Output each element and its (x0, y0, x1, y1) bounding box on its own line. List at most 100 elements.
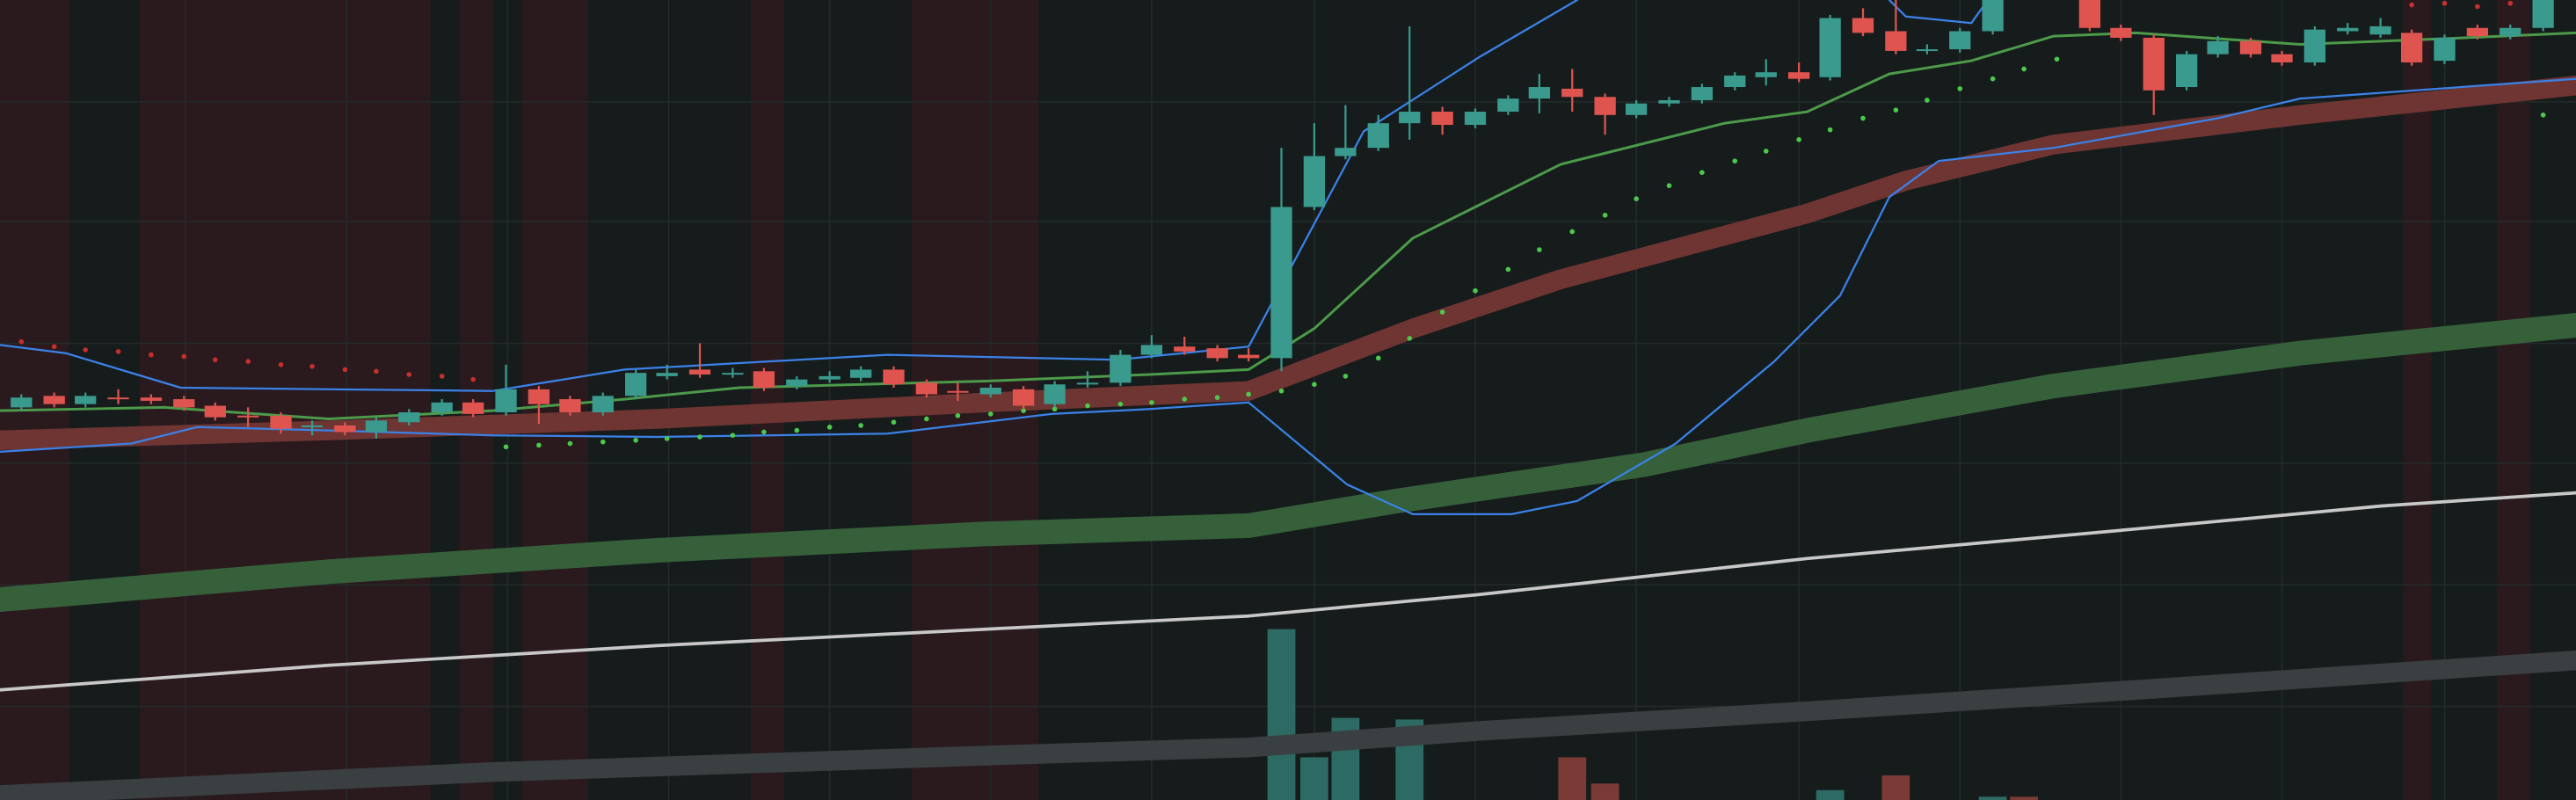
sar-dot (212, 357, 218, 363)
candle-body (2143, 37, 2165, 91)
candle-body (1755, 72, 1777, 77)
candle-body (1916, 49, 1939, 52)
session-shade (750, 0, 784, 800)
sar-dot (374, 368, 379, 375)
sar-dot (1021, 408, 1026, 413)
candle-body (1626, 103, 1648, 115)
sar-dot (794, 427, 800, 433)
sar-dot (891, 419, 897, 425)
sar-dot (503, 444, 509, 450)
sar-dot (115, 349, 121, 354)
sar-dot (1505, 266, 1511, 273)
candle-body (462, 402, 484, 414)
sar-dot (309, 363, 315, 369)
candle-body (915, 382, 938, 395)
sar-dot (600, 439, 606, 445)
candle-body (1044, 384, 1066, 404)
sar-dot (181, 353, 187, 360)
candle-body (140, 397, 163, 401)
sar-dot (1312, 382, 1317, 388)
candle-body (1140, 345, 1163, 355)
candle-body (495, 389, 517, 413)
volume-bar (2010, 796, 2039, 800)
candle-body (592, 396, 614, 413)
candle-body (883, 369, 905, 385)
candle-body (11, 397, 33, 408)
candle-body (1528, 87, 1551, 99)
candle-body (528, 389, 550, 404)
candle-body (1819, 18, 1841, 77)
sar-dot (633, 437, 638, 443)
candle-body (1399, 112, 1421, 124)
sar-dot (1893, 107, 1899, 113)
moving-average-band (0, 650, 2576, 800)
session-shade (2497, 0, 2530, 800)
candle-body (1367, 123, 1389, 149)
sar-dot (924, 416, 929, 422)
sar-dot (1407, 336, 1413, 341)
candle-body (43, 396, 65, 404)
sar-dot (1827, 127, 1833, 133)
sar-dot (1732, 158, 1738, 164)
sar-dot (2475, 4, 2480, 10)
candle-body (2078, 0, 2101, 28)
candle-body (2110, 27, 2132, 38)
volume-bar (1267, 629, 1296, 800)
sar-dot (1569, 229, 1575, 235)
candle-body (656, 373, 678, 376)
sar-dot (987, 411, 993, 417)
candle-body (1691, 87, 1714, 100)
sar-dot (245, 359, 251, 364)
candle-body (1885, 31, 1907, 51)
sar-dot (1214, 395, 1220, 401)
candle-body (1076, 382, 1099, 385)
moving-average-band (0, 312, 2576, 613)
sar-dot (955, 412, 961, 418)
candle-body (1561, 88, 1583, 98)
sar-dot (51, 344, 57, 350)
candle-body (947, 390, 969, 393)
candle-body (1013, 389, 1035, 406)
sar-dot (149, 352, 154, 358)
candle-body (107, 397, 129, 400)
candle-body (334, 425, 356, 433)
sar-dot (1182, 396, 1188, 402)
candle-body (2175, 54, 2198, 88)
candle-body (1238, 354, 1260, 359)
sar-dot (1537, 247, 1542, 252)
candle-body (1174, 346, 1196, 352)
candle-body (2207, 40, 2229, 55)
candle-body (819, 375, 840, 380)
sar-dot (2540, 112, 2546, 118)
volume-bar (1978, 796, 2007, 800)
candle-body (204, 405, 226, 418)
sar-dot (1085, 403, 1090, 409)
sar-dot (1666, 183, 1672, 188)
sar-dot (1149, 399, 1154, 405)
candle-body (1852, 18, 1874, 33)
volume-bar (1558, 757, 1587, 800)
candle-body (1982, 0, 2004, 32)
candle-body (625, 373, 647, 396)
candle-body (1206, 348, 1228, 359)
sar-dot (1117, 401, 1124, 407)
sar-dot (342, 367, 348, 373)
candle-body (2369, 25, 2391, 35)
session-shade (460, 0, 493, 800)
sar-dot (1634, 196, 1639, 201)
candle-body (1594, 97, 1616, 115)
candle-body (1110, 354, 1132, 383)
sar-dot (1699, 170, 1705, 176)
indicator-line (0, 491, 2576, 692)
sar-dot (730, 433, 736, 438)
candle-body (2500, 27, 2521, 37)
indicator-line (0, 31, 2576, 420)
sar-dot (1052, 406, 1058, 412)
volume-bar (1590, 783, 1619, 800)
sar-dot (664, 436, 670, 441)
sar-dot (2441, 0, 2448, 6)
candle-body (365, 420, 388, 433)
sar-dot (1763, 149, 1769, 154)
candle-body (850, 369, 872, 378)
